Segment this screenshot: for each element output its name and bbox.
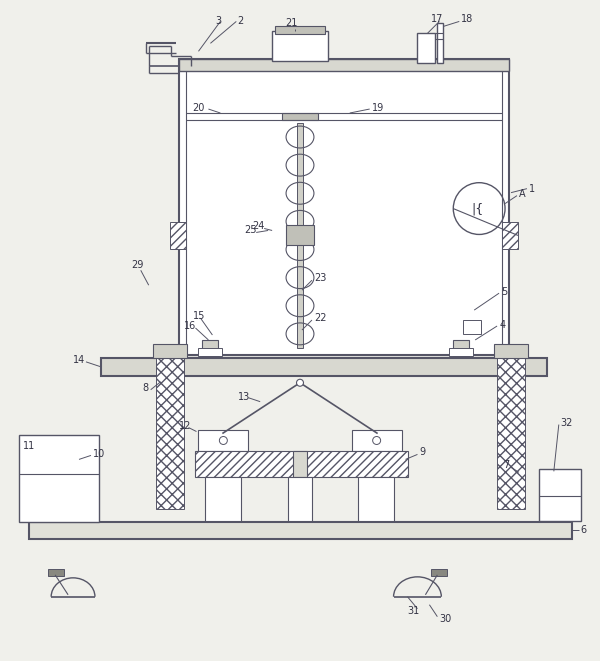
Bar [497, 358, 525, 509]
Text: 14: 14 [73, 355, 85, 365]
Bar [155, 358, 184, 509]
Text: 17: 17 [431, 15, 444, 24]
Bar [152, 344, 187, 358]
Bar [199, 348, 223, 356]
Text: 3: 3 [215, 17, 221, 26]
Text: 1: 1 [529, 184, 535, 194]
Text: 24: 24 [252, 221, 265, 231]
Bar [282, 113, 318, 120]
Bar [418, 34, 436, 63]
Text: 11: 11 [23, 442, 35, 451]
Bar [437, 23, 443, 63]
Circle shape [220, 436, 227, 444]
Text: 18: 18 [461, 15, 473, 24]
Text: 16: 16 [184, 321, 196, 331]
Bar [179, 59, 509, 71]
Text: 5: 5 [501, 287, 508, 297]
Text: 12: 12 [179, 420, 191, 430]
Bar [297, 123, 303, 348]
Text: 19: 19 [371, 103, 384, 113]
Bar [494, 344, 528, 358]
Bar [286, 225, 314, 245]
Text: 25: 25 [244, 225, 257, 235]
Bar [358, 477, 394, 522]
Bar [275, 26, 325, 34]
Text: 22: 22 [314, 313, 326, 323]
Text: 13: 13 [238, 392, 251, 402]
Text: 8: 8 [143, 383, 149, 393]
Bar [288, 477, 312, 522]
Bar [196, 451, 407, 477]
Text: 6: 6 [581, 525, 587, 535]
Text: 4: 4 [499, 320, 505, 330]
Text: 2: 2 [237, 17, 244, 26]
Bar [199, 430, 248, 451]
Text: 32: 32 [561, 418, 573, 428]
Bar [272, 31, 328, 61]
Circle shape [296, 379, 304, 386]
Bar [352, 430, 401, 451]
Bar [202, 340, 218, 356]
Bar [19, 434, 99, 522]
Bar [170, 221, 185, 249]
Bar [179, 59, 509, 355]
Bar [431, 569, 448, 576]
Bar [449, 348, 473, 356]
Text: 30: 30 [439, 613, 452, 624]
Text: |{: |{ [471, 202, 484, 215]
Bar [48, 569, 64, 576]
Text: 20: 20 [193, 103, 205, 113]
Bar [502, 221, 518, 249]
Bar [539, 469, 581, 521]
Text: 23: 23 [314, 273, 326, 284]
Text: 7: 7 [503, 460, 509, 471]
Text: 15: 15 [193, 311, 205, 321]
Text: 31: 31 [407, 605, 420, 615]
Text: A: A [519, 188, 526, 199]
Bar [463, 320, 481, 334]
Circle shape [373, 436, 380, 444]
Bar [453, 340, 469, 356]
Bar [185, 66, 502, 355]
Bar [205, 477, 241, 522]
Text: 9: 9 [419, 447, 425, 457]
Text: 10: 10 [93, 449, 105, 459]
Bar [29, 522, 572, 539]
Bar [101, 358, 547, 376]
Text: 21: 21 [285, 19, 298, 28]
Bar [293, 451, 307, 477]
Text: 29: 29 [131, 260, 143, 270]
